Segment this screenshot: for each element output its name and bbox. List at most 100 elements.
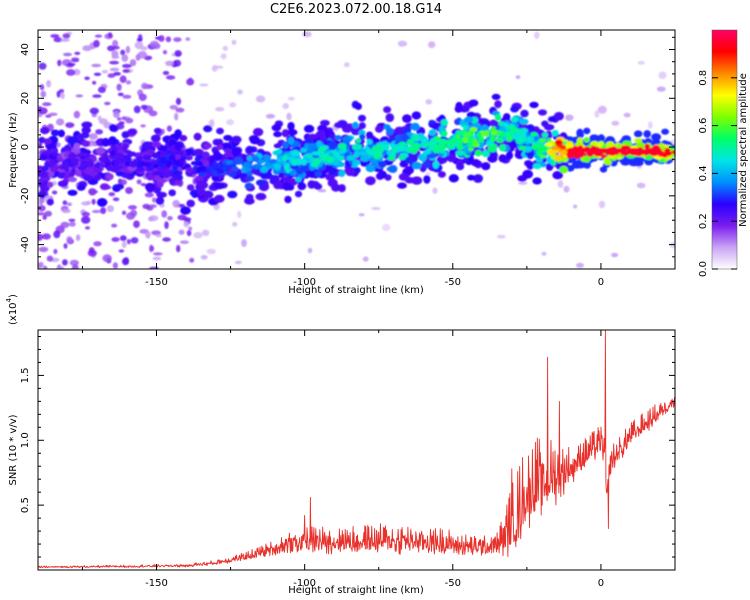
spectrogram-cell xyxy=(547,148,554,155)
spectrogram-cell xyxy=(257,159,266,164)
spectrogram-cell xyxy=(102,254,112,263)
spectrogram-cell xyxy=(515,75,521,79)
spectrogram-cell xyxy=(515,137,525,145)
spectrogram-cell xyxy=(162,70,170,76)
x-tick-label: 0 xyxy=(598,578,604,589)
spectrogram-cell xyxy=(123,257,129,265)
spectrogram-cell xyxy=(179,240,189,244)
spectrogram-cell xyxy=(87,249,97,257)
spectrogram-cell xyxy=(100,207,107,215)
spectrogram-cell xyxy=(470,159,481,167)
spectrogram-cell xyxy=(75,94,84,98)
spectrogram-cell xyxy=(140,46,148,51)
spectrogram-cell xyxy=(544,142,554,147)
spectrogram-cell xyxy=(438,138,448,145)
snr-y-multiplier: (x104) xyxy=(5,294,19,325)
spectrogram-cell xyxy=(352,159,361,166)
spectrogram-cell xyxy=(109,67,120,72)
spectrogram-cell xyxy=(47,181,54,188)
spectrogram-cell xyxy=(273,143,282,149)
spectrogram-cell xyxy=(611,120,620,126)
spectrogram-cell xyxy=(174,143,182,151)
spectrogram-cell xyxy=(565,114,574,121)
spectrogram-cell xyxy=(117,117,122,121)
spectrogram-cell xyxy=(637,147,644,153)
spectrogram-cell xyxy=(38,142,43,149)
spectrogram-cell xyxy=(60,92,65,100)
spectrogram-cell xyxy=(92,80,97,85)
spectrogram-cell xyxy=(467,141,473,148)
spectrogram-cell xyxy=(109,150,116,156)
spectrogram-cell xyxy=(518,181,528,185)
spectrogram-cell xyxy=(255,95,266,103)
spectrogram-cell xyxy=(155,234,162,238)
spectrogram-cell xyxy=(597,105,607,114)
spectrogram-cell xyxy=(77,166,85,171)
spectrogram-cell xyxy=(250,155,260,162)
colorbar-ticks: 0.0 0.2 0.4 0.6 0.8 xyxy=(698,70,737,277)
spectrogram-cell xyxy=(129,160,138,168)
spectrogram-cell xyxy=(382,223,391,232)
spectrogram-cell xyxy=(320,119,330,127)
spectrogram-cell xyxy=(437,171,446,178)
spectrogram-cell xyxy=(334,152,341,158)
spectrogram-y-ticks: -40 -20 0 20 40 xyxy=(20,36,675,270)
spectrogram-cell xyxy=(561,157,569,163)
spectrogram-cell xyxy=(150,134,161,143)
spectrogram-cell xyxy=(201,229,210,236)
spectrogram-cell xyxy=(213,150,221,157)
spectrogram-cell xyxy=(295,167,304,175)
spectrogram-cell xyxy=(108,136,117,145)
spectrogram-cell xyxy=(643,130,651,138)
spectrogram-cell xyxy=(463,116,474,123)
spectrogram-panel: -150 -100 -50 0 -40 -20 0 20 40 Height of strai… xyxy=(8,29,676,296)
spectrogram-cell xyxy=(193,148,204,156)
spectrogram-cell xyxy=(130,237,139,244)
spectrogram-cell xyxy=(360,154,370,162)
spectrogram-cell xyxy=(576,161,585,169)
y-tick-label: -20 xyxy=(20,188,31,204)
spectrogram-cell xyxy=(57,266,65,269)
spectrogram-cell xyxy=(446,153,457,163)
colorbar-tick-label: 0.8 xyxy=(698,70,709,86)
spectrogram-heatmap xyxy=(38,31,675,269)
spectrogram-cell xyxy=(41,233,51,240)
spectrogram-cell xyxy=(165,60,174,66)
spectrogram-cell xyxy=(467,135,474,142)
spectrogram-cell xyxy=(156,178,167,184)
spectrogram-cell xyxy=(136,179,142,185)
spectrogram-cell xyxy=(346,155,355,161)
spectrogram-cell xyxy=(623,112,631,118)
spectrogram-cell xyxy=(441,130,448,137)
spectrogram-cell xyxy=(155,196,165,205)
spectrogram-cell xyxy=(178,229,185,235)
spectrogram-cell xyxy=(93,39,100,48)
spectrogram-cell xyxy=(334,135,342,141)
spectrogram-cell xyxy=(116,152,124,159)
spectrogram-cell xyxy=(499,132,508,138)
spectrogram-cell xyxy=(79,160,88,168)
spectrogram-cell xyxy=(337,156,344,162)
spectrogram-cell xyxy=(71,157,80,165)
spectrogram-cell xyxy=(287,129,298,136)
spectrogram-cell xyxy=(428,41,436,49)
spectrogram-cell xyxy=(178,158,184,165)
spectrogram-cell xyxy=(365,164,376,173)
spectrogram-cell xyxy=(196,166,204,171)
svg-text:(x104): (x104) xyxy=(5,294,19,325)
spectrogram-cell xyxy=(468,99,479,107)
spectrogram-cell xyxy=(282,182,291,191)
spectrogram-cell xyxy=(365,131,374,139)
spectrogram-cell xyxy=(286,112,292,121)
spectrogram-cell xyxy=(489,119,498,127)
spectrogram-cell xyxy=(148,110,158,117)
y-tick-label: 1.5 xyxy=(20,367,31,383)
spectrogram-cell xyxy=(598,200,606,209)
spectrogram-cell xyxy=(122,94,132,99)
spectrogram-cell xyxy=(40,90,47,98)
spectrogram-cell xyxy=(440,119,448,127)
spectrogram-cell xyxy=(411,111,422,120)
spectrogram-cell xyxy=(53,37,63,43)
spectrogram-cell xyxy=(388,165,398,173)
